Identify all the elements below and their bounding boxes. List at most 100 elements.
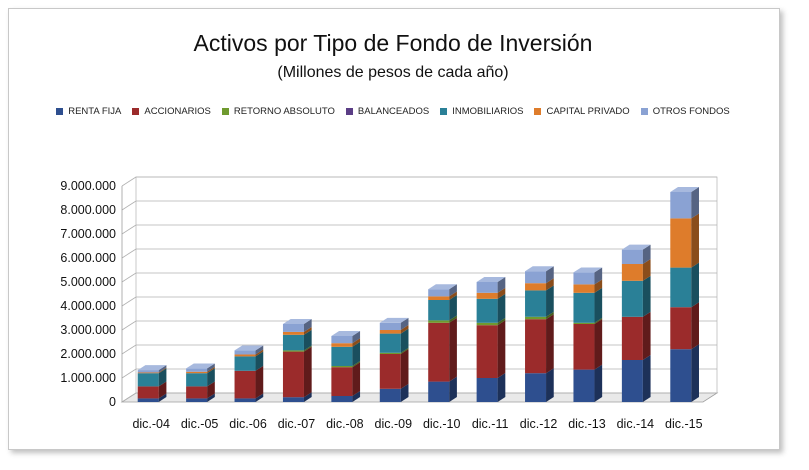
bar-segment-side	[449, 284, 457, 297]
legend-item-accionarios: ACCIONARIOS	[132, 106, 211, 117]
bar-segment-side	[158, 365, 167, 373]
bar-segment-side	[207, 368, 215, 387]
bar-segment	[573, 324, 595, 370]
bar-segment	[331, 396, 353, 402]
bar-segment	[476, 298, 498, 323]
bar-segment-side	[255, 351, 264, 371]
bar-top	[186, 363, 215, 369]
bar-segment-side	[497, 373, 506, 402]
bar-segment	[525, 316, 547, 320]
x-tick-label: dic.-07	[278, 417, 316, 431]
bar-segment	[234, 350, 256, 355]
bar-segment-side	[303, 326, 312, 335]
y-tick-label: 2.000.000	[60, 347, 116, 361]
bar-segment	[379, 322, 401, 330]
bar-segment	[573, 369, 595, 402]
bar-segment-side	[303, 346, 312, 398]
bar-segment	[331, 336, 353, 344]
bar-segment-side	[400, 349, 409, 389]
bar-segment	[331, 343, 353, 347]
bar-segment	[621, 280, 643, 317]
legend-item-capital-privado: CAPITAL PRIVADO	[534, 106, 630, 117]
bar-segment	[234, 398, 256, 402]
bar-segment	[670, 307, 692, 350]
bar-segment	[476, 282, 498, 293]
legend-label-accionarios: ACCIONARIOS	[144, 106, 211, 117]
bar-segment-side	[691, 302, 699, 350]
gridline-side	[121, 296, 137, 307]
bar-segment-side	[594, 317, 603, 324]
bar-segment	[379, 333, 401, 353]
bar-segment-side	[594, 364, 603, 402]
bar-segment-side	[255, 349, 264, 357]
bar-segment	[476, 322, 498, 326]
bar-top	[525, 266, 554, 272]
bar-segment	[186, 371, 208, 374]
bar-segment-side	[255, 393, 264, 402]
bar-segment-side	[352, 338, 361, 347]
bar-top	[137, 365, 167, 371]
gridline-side	[121, 200, 137, 211]
bar-top	[379, 317, 409, 323]
bar-segment-side	[497, 277, 506, 293]
bar-top	[476, 277, 506, 282]
bar-segment-side	[642, 275, 651, 317]
y-tick-label: 5.000.000	[60, 275, 116, 289]
x-tick-label: dic.-13	[568, 417, 606, 431]
gridline-side	[121, 224, 137, 235]
bar-segment-side	[594, 287, 603, 323]
y-tick-label: 7.000.000	[60, 227, 116, 241]
bar-segment-side	[497, 317, 506, 326]
bar-segment	[573, 322, 595, 324]
bar-segment	[282, 331, 304, 335]
bar-segment	[234, 356, 256, 371]
bar-top	[621, 244, 651, 250]
bar-segment	[137, 373, 159, 387]
bar-segment	[186, 386, 208, 399]
bar-segment	[379, 330, 401, 334]
bar-segment	[670, 192, 692, 219]
bar-segment	[428, 289, 450, 297]
bar-segment-side	[691, 344, 699, 402]
bar-segment-side	[594, 267, 603, 285]
bar-segment-side	[207, 363, 215, 372]
bar-top	[234, 345, 264, 351]
bar-segment-side	[642, 355, 651, 402]
bar-segment	[186, 368, 208, 372]
bar-top	[670, 187, 699, 192]
bar-segment-side	[642, 311, 651, 360]
bar-segment	[525, 290, 547, 317]
bar-segment	[379, 354, 401, 389]
bar-segment	[428, 322, 450, 382]
bar-segment-side	[691, 262, 699, 308]
bar-segment-side	[303, 392, 312, 402]
bar-segment-side	[352, 331, 361, 344]
y-tick-label: 9.000.000	[60, 179, 116, 193]
chart-title: Activos por Tipo de Fondo de Inversión	[193, 30, 593, 56]
bar-segment	[476, 378, 498, 402]
bar-segment-side	[207, 393, 215, 402]
bar-segment-side	[449, 317, 457, 382]
bar-segment	[428, 296, 450, 300]
gridline-side	[121, 272, 137, 283]
legend-swatch-retorno-absoluto	[221, 108, 229, 115]
bar-segment	[670, 267, 692, 308]
bar-top	[282, 319, 312, 324]
y-tick-label: 3.000.000	[60, 323, 116, 337]
bar-segment	[621, 249, 643, 264]
legend-label-capital-privado: CAPITAL PRIVADO	[546, 106, 630, 117]
bar-segment	[186, 398, 208, 402]
bar-segment-side	[449, 315, 457, 323]
legend: RENTA FIJA ACCIONARIOS RETORNO ABSOLUTO …	[8, 106, 778, 117]
chart-subtitle: (Millones de pesos de cada año)	[277, 64, 509, 81]
bar-segment-side	[158, 368, 167, 387]
legend-item-inmobiliarios: INMOBILIARIOS	[440, 106, 523, 117]
bar-segment	[621, 264, 643, 281]
bar-segment	[525, 373, 547, 402]
bar-segment-side	[546, 314, 554, 374]
bar-segment-side	[497, 287, 506, 299]
legend-label-retorno-absoluto: RETORNO ABSOLUTO	[233, 106, 335, 117]
bar-segment-side	[400, 383, 409, 402]
bar-segment-side	[642, 259, 651, 281]
bar-segment-side	[303, 345, 312, 352]
